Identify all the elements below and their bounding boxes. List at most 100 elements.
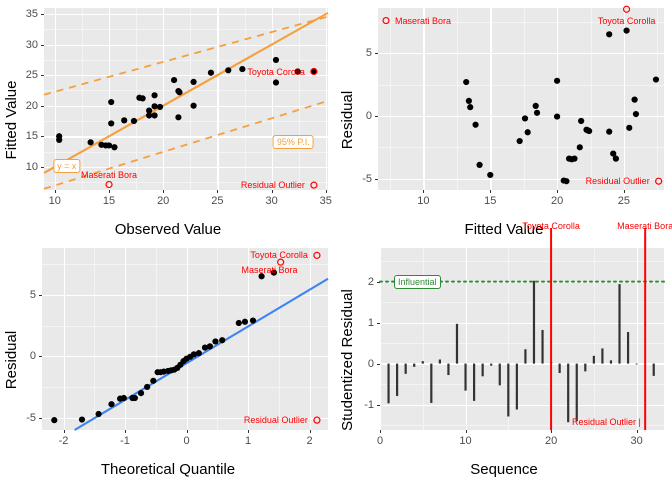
data-point — [144, 383, 151, 391]
y-tick-label: 25 — [25, 69, 38, 82]
data-point — [610, 150, 617, 157]
gridline-minor-x — [508, 248, 510, 430]
x-tickmark — [623, 190, 625, 193]
gridline-minor-y — [44, 59, 328, 61]
gridline-major-y — [380, 281, 664, 283]
data-point — [241, 318, 249, 325]
outlier-annotation-label: Maserati Bora — [395, 15, 452, 26]
data-point — [465, 97, 472, 104]
gridline-major-x — [465, 248, 467, 430]
gridline-minor-x — [657, 8, 659, 190]
data-point — [258, 273, 265, 280]
x-tickmark — [465, 430, 467, 433]
gridline-minor-y — [378, 147, 664, 149]
y-tick-label: 1 — [367, 316, 374, 329]
gridline-major-x — [623, 8, 626, 190]
panel-qq-plot: Residual Theoretical Quantile -2 -1 0 1 2 -5 0… — [0, 240, 336, 480]
data-point — [553, 77, 561, 84]
data-point — [121, 117, 128, 124]
y-tickmark — [377, 322, 380, 324]
data-point — [170, 76, 178, 84]
y-tick-label: 35 — [25, 8, 38, 21]
y-tickmark — [377, 404, 380, 406]
gridline-minor-y — [44, 182, 328, 184]
data-point — [78, 416, 86, 423]
x-tick-label: 10 — [417, 195, 430, 207]
data-point — [87, 139, 94, 146]
y-tick-label: 15 — [25, 130, 38, 143]
x-tickmark — [217, 190, 219, 193]
gridline-minor-y — [44, 121, 328, 122]
gridline-major-x — [63, 248, 65, 430]
annotation-box-label: 95% P.I. — [272, 135, 314, 150]
data-point — [626, 124, 633, 131]
x-tick-label: 15 — [484, 195, 497, 207]
x-tickmark — [163, 190, 165, 193]
data-point — [150, 377, 157, 384]
data-point — [553, 113, 561, 120]
gridline-major-y — [378, 53, 664, 55]
influential-box-label: Influential — [394, 274, 441, 289]
p3-data-layer — [51, 251, 329, 431]
x-tickmark — [490, 190, 492, 193]
x-tick-label: 30 — [630, 435, 643, 447]
p1-data-layer — [43, 11, 329, 190]
y-tickmark — [41, 105, 44, 107]
outlier-annotation-label: Toyota Corolla — [250, 250, 308, 261]
panel4-plot-area: 0 10 20 30 -1 0 1 2 Toyota Corolla Maserati Bora I… — [364, 221, 672, 447]
y-tickmark — [377, 363, 380, 365]
data-point — [120, 394, 127, 402]
gridline-major-x — [125, 248, 127, 430]
data-point — [225, 67, 232, 74]
gridline-major-x — [309, 248, 311, 430]
y-tickmark — [41, 136, 44, 138]
data-point — [95, 410, 102, 418]
data-point — [516, 137, 523, 145]
outlier-annotation-label: Residual Outlier | — [572, 416, 641, 427]
data-point — [137, 390, 145, 397]
gridline-major-y — [42, 417, 328, 419]
gridline-major-x — [271, 8, 273, 190]
x-tickmark — [125, 430, 126, 433]
y-tickmark — [375, 53, 378, 55]
data-point — [623, 27, 630, 34]
data-point — [175, 114, 182, 121]
data-point — [111, 144, 118, 151]
x-tick-label: 0 — [183, 435, 190, 447]
outlier-open-circle-marker — [655, 177, 663, 185]
data-point — [524, 129, 531, 136]
panel-residual-vs-fitted: Residual Fitted Value 10 15 20 25 -5 0 5 Masera… — [336, 0, 672, 240]
panel1-ylabel: Fitted Value — [2, 80, 20, 160]
y-tickmark — [39, 294, 42, 296]
y-tick-label: -1 — [364, 398, 374, 411]
gridline-major-y — [44, 166, 328, 169]
y-tickmark — [375, 115, 378, 117]
data-point — [105, 142, 113, 149]
gridline-minor-x — [298, 8, 300, 190]
gridline-major-y — [378, 115, 664, 118]
gridline-minor-x — [190, 8, 192, 190]
y-tickmark — [41, 166, 44, 168]
x-tickmark — [380, 430, 381, 433]
data-point — [294, 68, 301, 75]
outlier-marker-label: Toyota Corolla — [522, 221, 580, 231]
data-point — [190, 78, 197, 85]
gridline-minor-x — [217, 248, 219, 430]
data-point — [270, 269, 277, 276]
gridline-minor-x — [593, 248, 595, 430]
x-tickmark — [551, 430, 553, 433]
data-point — [606, 31, 613, 38]
data-point — [563, 178, 570, 185]
data-point — [249, 317, 257, 324]
x-tick-label: 20 — [157, 195, 170, 207]
data-point — [206, 343, 214, 350]
gridline-major-x — [163, 8, 165, 190]
gridline-minor-y — [378, 21, 664, 23]
data-point — [195, 350, 202, 357]
panel-observed-vs-fitted: Fitted Value Observed Value 10 15 20 25 30 35… — [0, 0, 336, 240]
x-tickmark — [63, 430, 65, 433]
panel4-xlabel: Sequence — [470, 461, 538, 478]
gridline-major-x — [423, 8, 425, 190]
data-point — [190, 351, 198, 358]
